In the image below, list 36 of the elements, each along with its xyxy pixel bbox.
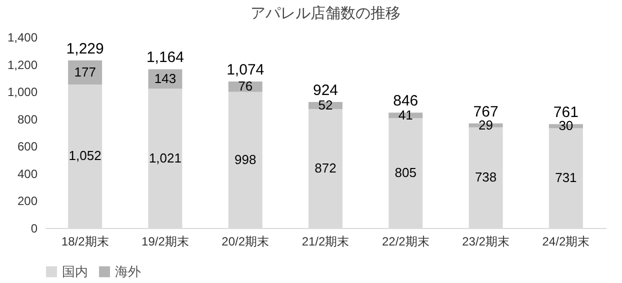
x-tick-label: 24/2期末 [542,234,590,248]
data-label: 872 [314,160,336,176]
y-tick-label: 1,000 [7,85,38,100]
y-tick-label: 400 [17,166,38,181]
total-label: 924 [312,82,338,99]
x-tick-label: 18/2期末 [61,234,109,248]
data-label: 805 [394,165,416,180]
x-tick-label: 22/2期末 [382,234,430,248]
data-label: 52 [318,97,333,112]
data-label: 1,052 [68,148,102,164]
y-tick-label: 0 [30,222,38,236]
chart-title: アパレル店舗数の推移 [250,5,400,22]
data-label: 41 [398,107,413,122]
total-label: 846 [393,92,418,110]
total-label: 1,164 [146,49,184,66]
x-tick-label: 21/2期末 [302,234,350,248]
y-tick-label: 1,400 [7,30,38,44]
total-label: 1,229 [66,40,104,58]
data-label: 143 [154,70,176,86]
data-label: 1,021 [148,150,182,166]
legend-label: 国内 [62,264,88,279]
data-label: 731 [555,170,577,186]
x-tick-label: 20/2期末 [222,234,270,248]
data-label: 76 [238,78,253,94]
data-label: 998 [234,152,256,167]
legend-label: 海外 [115,264,141,279]
y-tick-label: 600 [17,140,38,154]
bar [68,60,102,84]
x-tick-label: 19/2期末 [142,234,189,248]
y-tick-label: 800 [17,112,38,126]
total-label: 1,074 [226,61,264,78]
y-tick-label: 200 [17,194,38,208]
data-label: 738 [474,170,497,185]
x-tick-label: 23/2期末 [462,234,510,248]
y-tick-label: 1,200 [7,58,38,72]
data-label: 177 [74,64,96,80]
